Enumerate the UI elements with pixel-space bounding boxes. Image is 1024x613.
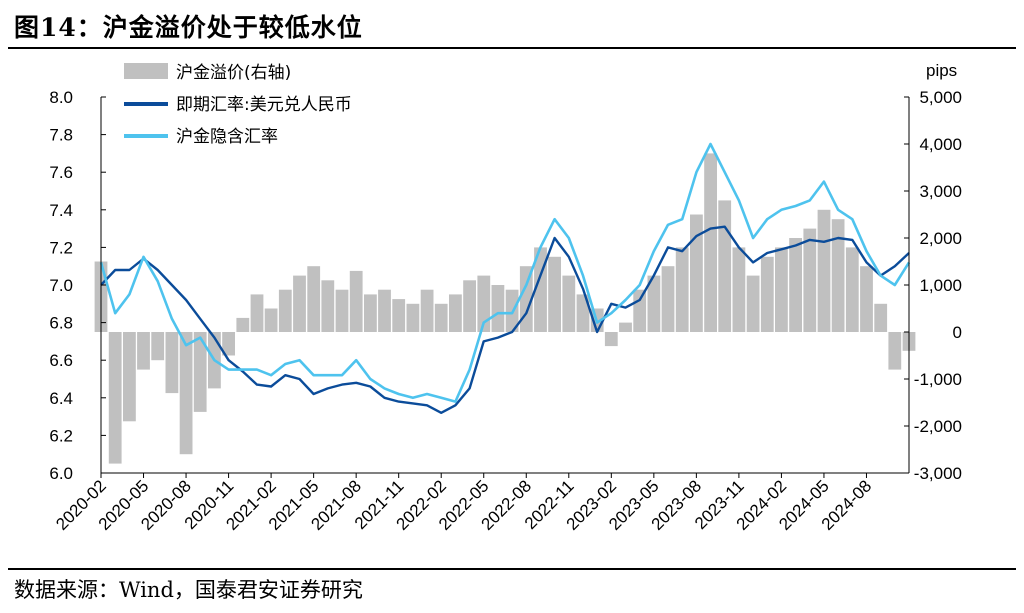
right-tick-label: 1,000: [919, 276, 962, 295]
premium-bar: [576, 294, 590, 332]
premium-bar: [604, 332, 618, 347]
figure-title: 图14：沪金溢价处于较低水位: [14, 13, 363, 42]
right-tick-label: 5,000: [919, 88, 962, 107]
premium-bar: [845, 247, 859, 332]
left-tick-label: 7.4: [49, 201, 73, 220]
left-tick-label: 6.0: [49, 464, 73, 483]
spot-rate-line: [100, 225, 910, 414]
legend-swatch-premium: [124, 63, 168, 79]
right-tick-label: 4,000: [919, 135, 962, 154]
right-tick-label: -3,000: [914, 464, 962, 483]
premium-bar: [647, 275, 661, 332]
premium-bar: [123, 332, 136, 422]
premium-bar: [321, 280, 335, 332]
premium-bar: [349, 270, 363, 332]
premium-bar: [548, 256, 561, 332]
left-tick-label: 6.6: [49, 351, 73, 370]
premium-bar: [392, 299, 406, 332]
left-tick-label: 6.2: [49, 426, 73, 445]
premium-bar: [746, 275, 760, 332]
premium-bar: [165, 332, 179, 394]
left-tick-label: 7.6: [49, 163, 73, 182]
premium-bar: [633, 289, 647, 332]
left-tick-label: 6.4: [49, 389, 73, 408]
premium-bar: [434, 303, 448, 332]
premium-bar: [250, 294, 264, 332]
rate-lines: [99, 142, 911, 414]
premium-bar: [293, 275, 306, 332]
left-tick-label: 8.0: [49, 88, 73, 107]
legend-label: 即期汇率:美元兑人民币: [176, 95, 352, 115]
premium-bar: [803, 228, 817, 332]
premium-bar: [477, 275, 491, 332]
premium-bar: [137, 332, 150, 370]
premium-bar: [307, 266, 321, 332]
source-note: 数据来源：Wind，国泰君安证券研究: [14, 578, 363, 602]
right-axis-unit: pips: [926, 61, 957, 80]
implied-rate-line: [99, 142, 911, 403]
premium-bar: [222, 332, 235, 356]
premium-bar: [193, 332, 207, 412]
right-tick-label: 3,000: [919, 182, 962, 201]
premium-bar: [562, 275, 576, 332]
premium-bar: [278, 289, 292, 332]
right-tick-label: -2,000: [914, 417, 962, 436]
premium-bar: [760, 256, 774, 332]
premium-bar: [179, 332, 193, 455]
premium-bars: [94, 153, 916, 464]
premium-bar: [449, 294, 462, 332]
title-rule: [8, 47, 1016, 49]
left-tick-label: 7.2: [49, 238, 73, 257]
premium-bar: [406, 303, 420, 332]
legend-label: 沪金隐含汇率: [176, 127, 278, 147]
premium-bar: [619, 322, 632, 332]
right-tick-label: 2,000: [919, 229, 962, 248]
right-tick-label: -1,000: [914, 370, 962, 389]
premium-bar: [420, 289, 434, 332]
left-tick-label: 6.8: [49, 314, 73, 333]
premium-bar: [690, 214, 703, 332]
legend-label: 沪金溢价(右轴): [176, 63, 291, 83]
right-tick-label: 0: [953, 323, 962, 342]
premium-bar: [831, 219, 845, 332]
premium-bar: [463, 280, 476, 332]
premium-bar: [378, 289, 391, 332]
premium-bar: [675, 247, 689, 332]
premium-bar: [151, 332, 165, 361]
premium-bar: [860, 266, 873, 332]
premium-bar: [775, 247, 788, 332]
premium-bar: [364, 294, 377, 332]
premium-bar: [236, 317, 250, 332]
premium-bar: [264, 308, 278, 332]
premium-bar: [661, 266, 675, 332]
left-tick-label: 7.8: [49, 126, 73, 145]
source-rule: [8, 568, 1016, 570]
premium-bar: [817, 209, 831, 332]
premium-bar: [888, 332, 902, 370]
premium-bar: [874, 303, 888, 332]
premium-bar: [108, 332, 122, 464]
premium-bar: [789, 238, 802, 332]
left-tick-label: 7.0: [49, 276, 73, 295]
premium-bar: [335, 289, 349, 332]
premium-bar: [732, 247, 746, 332]
premium-bar: [491, 285, 505, 332]
premium-bar: [718, 200, 732, 332]
premium-bar: [704, 153, 717, 332]
